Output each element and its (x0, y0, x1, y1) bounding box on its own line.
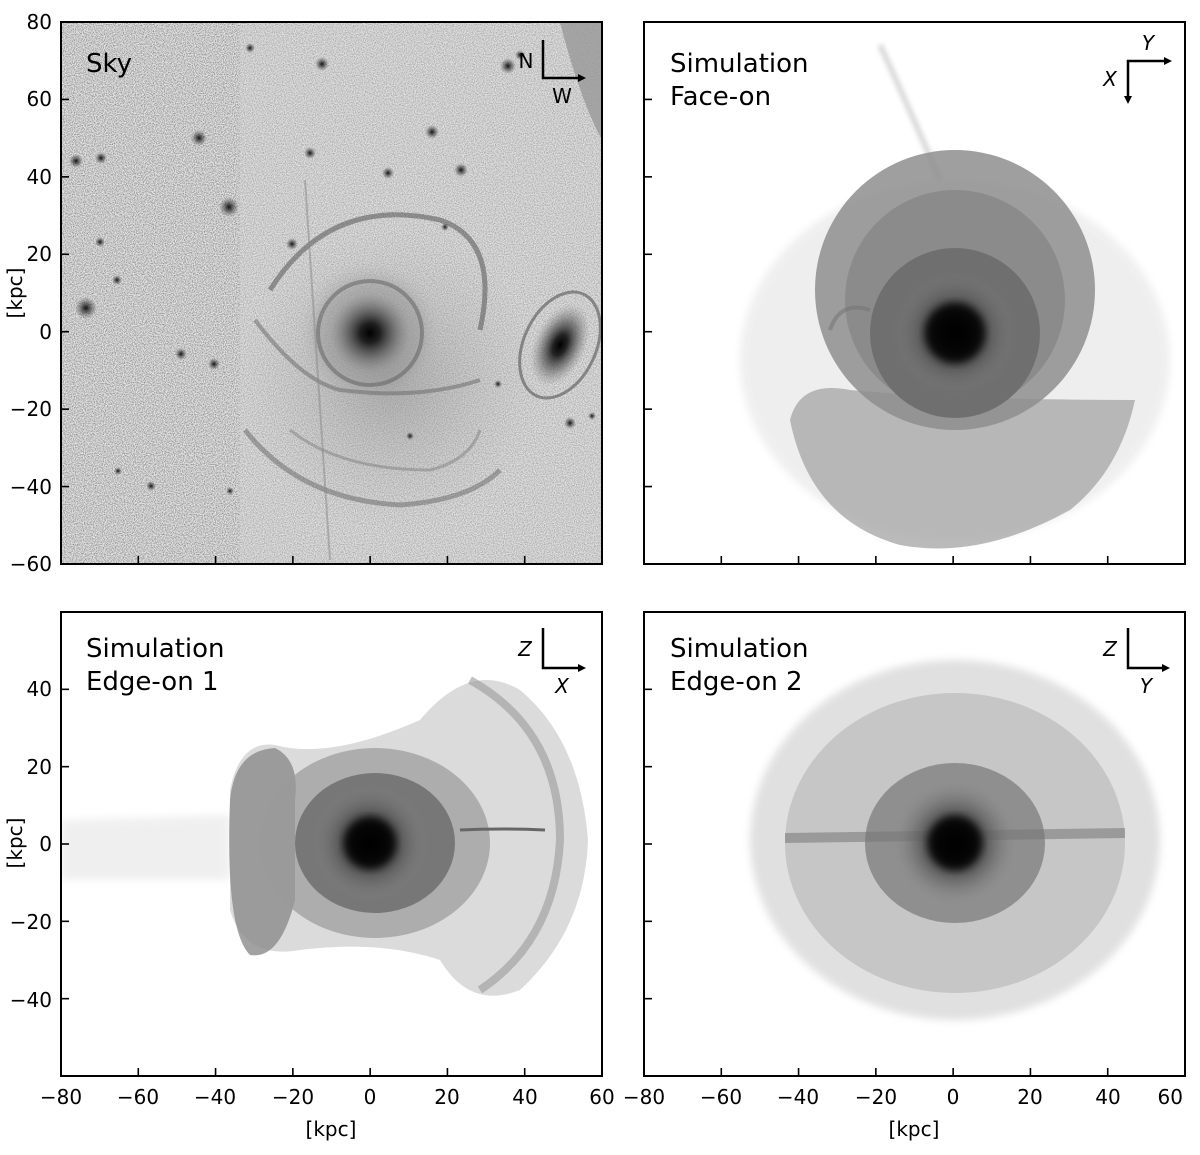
x-tick-label: −60 (700, 1085, 742, 1109)
compass-y-label: Y (1142, 31, 1156, 55)
x-tick-label: 0 (947, 1085, 960, 1109)
x-tick-label: −80 (40, 1085, 82, 1109)
y-tick-label: −20 (10, 910, 52, 934)
y-tick-label: 40 (27, 165, 52, 189)
panel-sky: Sky N W (60, 21, 603, 565)
sky-compass: N W (519, 40, 586, 108)
x-tick-label: 0 (364, 1085, 377, 1109)
x-tick-label: −20 (272, 1085, 314, 1109)
panel-edge-on-1: Simulation Edge-on 1 Z X (60, 611, 603, 1077)
y-tick-label: 0 (39, 320, 52, 344)
x-tick-label: 20 (1017, 1085, 1042, 1109)
compass-x-label: X (1102, 67, 1118, 91)
x-tick-label: 60 (589, 1085, 614, 1109)
face-on-compass: Y X (1102, 31, 1172, 104)
y-tick-label: −40 (10, 475, 52, 499)
y-tick-label: −40 (10, 988, 52, 1012)
edge-on-2-x-axis-label: [kpc] (889, 1117, 940, 1141)
face-on-frame (643, 21, 1186, 565)
x-tick-label: 40 (1095, 1085, 1120, 1109)
edge-on-2-title-line2: Edge-on 2 (670, 667, 803, 697)
x-tick-label: −80 (623, 1085, 665, 1109)
edge-on-1-y-axis-label: [kpc] (3, 818, 27, 869)
compass-z-label: Z (1102, 637, 1118, 661)
x-tick-label: 20 (434, 1085, 459, 1109)
compass-north-label: N (519, 49, 534, 73)
edge-on-2-x-axis: −80 −60 −40 −20 0 20 40 60 [kpc] (623, 1085, 1183, 1141)
edge-on-1-image (61, 612, 602, 1076)
y-tick-label: 20 (27, 242, 52, 266)
face-on-title-line1: Simulation (670, 49, 809, 79)
compass-x-label: X (554, 674, 570, 698)
sky-y-axis: 80 60 40 20 0 −20 −40 −60 [kpc] (3, 10, 52, 576)
y-tick-label: 40 (27, 677, 52, 701)
panel-face-on: Simulation Face-on Y X (643, 21, 1186, 565)
y-tick-label: −20 (10, 397, 52, 421)
y-tick-label: 60 (27, 87, 52, 111)
compass-y-label: Y (1140, 674, 1154, 698)
sky-y-axis-label: [kpc] (3, 268, 27, 319)
y-tick-label: −60 (10, 552, 52, 576)
x-tick-label: 60 (1158, 1085, 1183, 1109)
sky-image (61, 22, 602, 564)
y-tick-label: 0 (39, 832, 52, 856)
x-tick-label: −20 (855, 1085, 897, 1109)
edge-on-2-compass: Z Y (1102, 628, 1170, 698)
edge-on-1-y-axis: 40 20 0 −20 −40 [kpc] (3, 677, 52, 1012)
compass-west-label: W (552, 84, 572, 108)
x-tick-label: −60 (117, 1085, 159, 1109)
x-tick-label: −40 (194, 1085, 236, 1109)
compass-z-label: Z (517, 637, 533, 661)
edge-on-1-title-line2: Edge-on 1 (86, 667, 219, 697)
x-tick-label: −40 (777, 1085, 819, 1109)
edge-on-1-x-axis: −80 −60 −40 −20 0 20 40 60 [kpc] (40, 1085, 615, 1141)
edge-on-1-x-axis-label: [kpc] (306, 1117, 357, 1141)
y-tick-label: 80 (27, 10, 52, 34)
y-tick-label: 20 (27, 755, 52, 779)
sky-title: Sky (86, 49, 132, 79)
edge-on-2-image (644, 612, 1185, 1076)
tick-marks (60, 21, 1186, 1076)
sky-frame (60, 21, 603, 565)
x-tick-label: 40 (512, 1085, 537, 1109)
face-on-image (644, 22, 1185, 564)
edge-on-2-title-line1: Simulation (670, 634, 809, 664)
edge-on-1-compass: Z X (517, 628, 586, 698)
panel-edge-on-2: Simulation Edge-on 2 Z Y (643, 611, 1186, 1077)
edge-on-1-title-line1: Simulation (86, 634, 225, 664)
face-on-title-line2: Face-on (670, 82, 771, 112)
